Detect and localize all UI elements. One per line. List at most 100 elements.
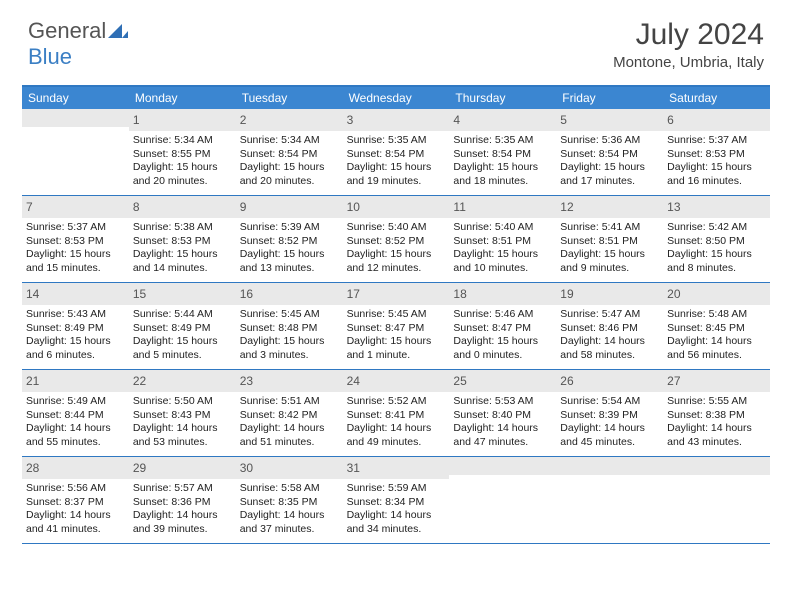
info-line: Daylight: 15 hours [26, 248, 125, 262]
info-line: and 6 minutes. [26, 349, 125, 363]
day-cell: 4Sunrise: 5:35 AMSunset: 8:54 PMDaylight… [449, 109, 556, 195]
info-line: Sunset: 8:54 PM [453, 148, 552, 162]
week-row: 14Sunrise: 5:43 AMSunset: 8:49 PMDayligh… [22, 283, 770, 370]
day-number: 14 [26, 287, 39, 301]
info-line: Daylight: 15 hours [347, 248, 446, 262]
day-cell: 7Sunrise: 5:37 AMSunset: 8:53 PMDaylight… [22, 196, 129, 282]
day-info: Sunrise: 5:52 AMSunset: 8:41 PMDaylight:… [347, 395, 446, 450]
header: General Blue July 2024 Montone, Umbria, … [0, 0, 792, 77]
day-cell: 9Sunrise: 5:39 AMSunset: 8:52 PMDaylight… [236, 196, 343, 282]
info-line: Daylight: 14 hours [560, 422, 659, 436]
day-number: 22 [133, 374, 146, 388]
info-line: Sunset: 8:46 PM [560, 322, 659, 336]
info-line: Sunrise: 5:57 AM [133, 482, 232, 496]
day-number: 13 [667, 200, 680, 214]
day-cell: 13Sunrise: 5:42 AMSunset: 8:50 PMDayligh… [663, 196, 770, 282]
info-line: and 15 minutes. [26, 262, 125, 276]
daynum-row: 6 [663, 109, 770, 131]
title-block: July 2024 Montone, Umbria, Italy [613, 18, 764, 71]
info-line: Daylight: 15 hours [133, 248, 232, 262]
dow-cell: Tuesday [236, 87, 343, 109]
daynum-row: 23 [236, 370, 343, 392]
info-line: Daylight: 14 hours [347, 509, 446, 523]
info-line: Sunrise: 5:37 AM [667, 134, 766, 148]
daynum-row: 7 [22, 196, 129, 218]
info-line: Sunrise: 5:36 AM [560, 134, 659, 148]
daynum-row: 22 [129, 370, 236, 392]
day-cell: 16 Sunrise: 5:45 AMSunset: 8:48 PMDayligh… [236, 283, 343, 369]
day-info: Sunrise: 5:35 AMSunset: 8:54 PMDaylight:… [453, 134, 552, 189]
day-number: 31 [347, 461, 360, 475]
info-line: Sunrise: 5:35 AM [453, 134, 552, 148]
day-number: 27 [667, 374, 680, 388]
daynum-row-empty [22, 109, 129, 127]
info-line: Sunset: 8:50 PM [667, 235, 766, 249]
day-cell: 20Sunrise: 5:48 AMSunset: 8:45 PMDayligh… [663, 283, 770, 369]
day-number: 5 [560, 113, 567, 127]
day-info: Sunrise: 5:37 AMSunset: 8:53 PMDaylight:… [667, 134, 766, 189]
day-cell [663, 457, 770, 543]
info-line: and 16 minutes. [667, 175, 766, 189]
daynum-row: 16 [236, 283, 343, 305]
daynum-row: 10 [343, 196, 450, 218]
day-number: 26 [560, 374, 573, 388]
info-line: Sunrise: 5:53 AM [453, 395, 552, 409]
daynum-row: 8 [129, 196, 236, 218]
info-line: Daylight: 14 hours [240, 509, 339, 523]
daynum-row: 2 [236, 109, 343, 131]
dow-cell: Saturday [663, 87, 770, 109]
day-cell: 12Sunrise: 5:41 AMSunset: 8:51 PMDayligh… [556, 196, 663, 282]
info-line: Sunset: 8:54 PM [560, 148, 659, 162]
location-text: Montone, Umbria, Italy [613, 54, 764, 71]
day-cell: 2Sunrise: 5:34 AMSunset: 8:54 PMDaylight… [236, 109, 343, 195]
week-row: 7Sunrise: 5:37 AMSunset: 8:53 PMDaylight… [22, 196, 770, 283]
daynum-row: 13 [663, 196, 770, 218]
calendar: SundayMondayTuesdayWednesdayThursdayFrid… [22, 85, 770, 544]
day-number: 21 [26, 374, 39, 388]
dow-cell: Friday [556, 87, 663, 109]
daynum-row-empty [556, 457, 663, 475]
info-line: Daylight: 14 hours [240, 422, 339, 436]
day-cell: 26 Sunrise: 5:54 AMSunset: 8:39 PMDayligh… [556, 370, 663, 456]
day-info: Sunrise: 5:59 AMSunset: 8:34 PMDaylight:… [347, 482, 446, 537]
info-line: Sunrise: 5:54 AM [560, 395, 659, 409]
info-line: and 55 minutes. [26, 436, 125, 450]
info-line: Sunrise: 5:34 AM [240, 134, 339, 148]
day-cell: 1Sunrise: 5:34 AMSunset: 8:55 PMDaylight… [129, 109, 236, 195]
dow-cell: Wednesday [343, 87, 450, 109]
daynum-row: 28 [22, 457, 129, 479]
info-line: Sunset: 8:41 PM [347, 409, 446, 423]
month-title: July 2024 [613, 18, 764, 52]
info-line: Daylight: 15 hours [453, 335, 552, 349]
daynum-row: 1 [129, 109, 236, 131]
daynum-row: 3 [343, 109, 450, 131]
day-cell [449, 457, 556, 543]
day-number: 17 [347, 287, 360, 301]
info-line: Sunset: 8:53 PM [667, 148, 766, 162]
info-line: Sunrise: 5:45 AM [347, 308, 446, 322]
dow-cell: Thursday [449, 87, 556, 109]
day-cell: 31 Sunrise: 5:59 AMSunset: 8:34 PMDayligh… [343, 457, 450, 543]
day-cell: 15Sunrise: 5:44 AMSunset: 8:49 PMDayligh… [129, 283, 236, 369]
info-line: and 39 minutes. [133, 523, 232, 537]
info-line: Sunset: 8:47 PM [453, 322, 552, 336]
info-line: Sunrise: 5:51 AM [240, 395, 339, 409]
info-line: and 13 minutes. [240, 262, 339, 276]
info-line: and 58 minutes. [560, 349, 659, 363]
day-number: 29 [133, 461, 146, 475]
info-line: Sunset: 8:54 PM [347, 148, 446, 162]
day-info: Sunrise: 5:45 AMSunset: 8:48 PMDaylight:… [240, 308, 339, 363]
day-number: 8 [133, 200, 140, 214]
day-info: Sunrise: 5:40 AMSunset: 8:51 PMDaylight:… [453, 221, 552, 276]
day-number: 28 [26, 461, 39, 475]
day-number: 2 [240, 113, 247, 127]
day-info: Sunrise: 5:55 AMSunset: 8:38 PMDaylight:… [667, 395, 766, 450]
day-cell: 6 Sunrise: 5:37 AMSunset: 8:53 PMDaylight… [663, 109, 770, 195]
info-line: and 0 minutes. [453, 349, 552, 363]
info-line: Sunrise: 5:55 AM [667, 395, 766, 409]
info-line: Daylight: 14 hours [560, 335, 659, 349]
info-line: Sunrise: 5:52 AM [347, 395, 446, 409]
info-line: and 43 minutes. [667, 436, 766, 450]
info-line: and 19 minutes. [347, 175, 446, 189]
info-line: Sunset: 8:39 PM [560, 409, 659, 423]
